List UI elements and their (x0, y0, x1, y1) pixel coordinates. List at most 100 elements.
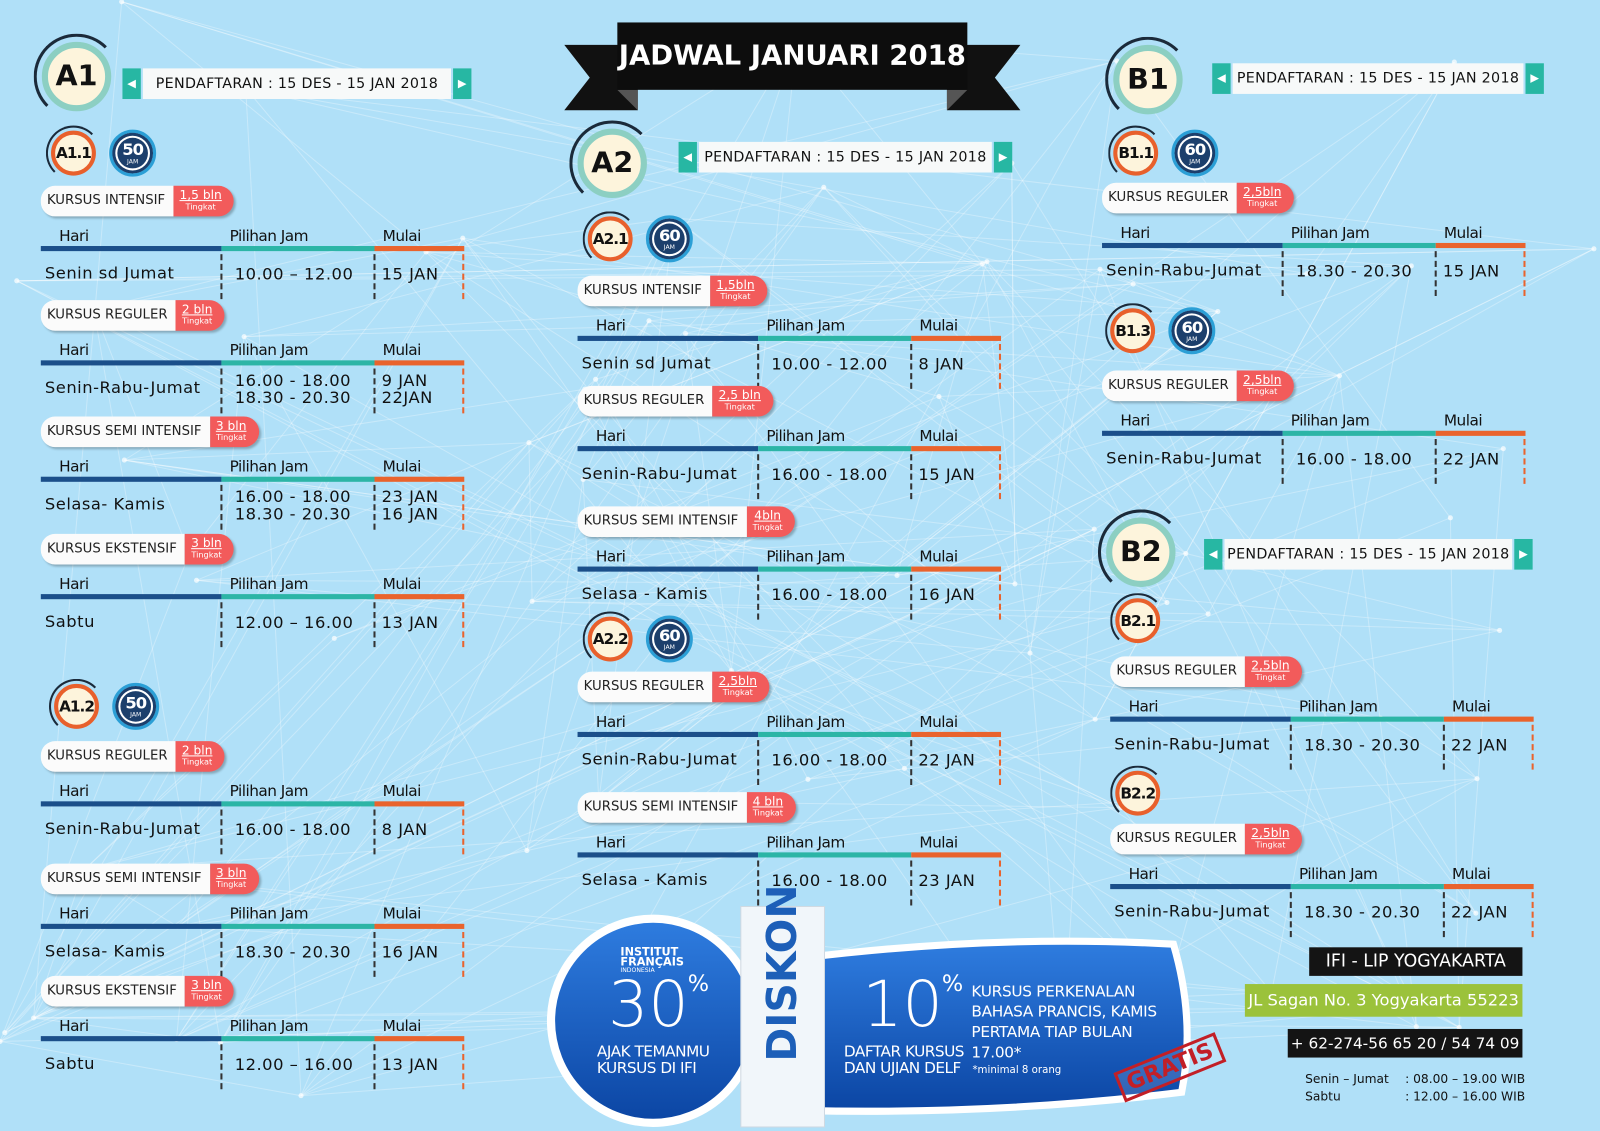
column-bar (577, 852, 759, 858)
start: 22JAN (381, 387, 433, 408)
column-header: Mulai (382, 226, 422, 245)
course-duration: 2 bln (181, 302, 213, 317)
course-name: KURSUS REGULER (1110, 656, 1246, 687)
column-bar (1443, 884, 1534, 890)
hours-unit: JAM (130, 711, 142, 719)
net-line (177, 320, 650, 927)
course-label: KURSUS REGULER 2,5bln Tingkat (1110, 823, 1302, 855)
day: Senin-Rabu-Jumat (581, 749, 738, 769)
column-bar (1110, 716, 1291, 722)
course-duration-tab: 2 bln Tingkat (175, 300, 225, 331)
net-line (1011, 163, 1016, 584)
course-duration: 1,5bln (716, 277, 755, 292)
start: 8 JAN (381, 819, 428, 840)
day: Senin sd Jumat (581, 353, 712, 373)
day: Selasa - Kamis (581, 583, 708, 604)
net-line (1014, 583, 1500, 631)
start: 22 JAN (1451, 902, 1508, 922)
net-dot (580, 476, 586, 483)
course-duration-tab: 2 bln Tingkat (175, 741, 225, 772)
separator (373, 809, 376, 855)
sublevel-badge: A2.1 (587, 216, 633, 262)
net-line (245, 87, 1218, 313)
day: Senin-Rabu-Jumat (581, 463, 738, 483)
start: 22 JAN (1451, 734, 1508, 755)
day: Senin-Rabu-Jumat (1106, 260, 1262, 280)
net-line (896, 261, 988, 576)
column-bar (374, 246, 465, 252)
course-level: Tingkat (185, 202, 216, 212)
net-line (300, 718, 1096, 1097)
banner-arrow: ◀ (1204, 538, 1223, 570)
net-line (33, 1010, 599, 1019)
title: JADWAL JANUARI 2018 (618, 39, 966, 72)
net-dot (593, 376, 599, 382)
separator (373, 484, 376, 530)
separator (998, 574, 1002, 620)
column-bar (1443, 716, 1534, 722)
discount-value: 30 (608, 966, 689, 1042)
course-duration-tab: 3 bln Tingkat (209, 863, 259, 895)
net-line (896, 448, 1504, 576)
net-dot (31, 1015, 37, 1021)
net-line (531, 265, 1412, 602)
net-dot (460, 235, 466, 241)
net-line (1185, 553, 1416, 1008)
column-bar (221, 1036, 375, 1042)
net-dot (1205, 611, 1211, 617)
net-dot (936, 393, 942, 400)
start: 22 JAN (1442, 449, 1500, 469)
separator (220, 368, 223, 414)
net-line (244, 283, 1134, 338)
logo: FRANÇAIS (620, 955, 684, 969)
net-line (526, 311, 1219, 852)
sublevel-arc (48, 678, 105, 734)
net-line (220, 186, 825, 1043)
net-line (0, 283, 1134, 1042)
separator (220, 254, 223, 300)
net-dot (331, 635, 337, 641)
column-header: Hari (1120, 411, 1150, 430)
net-line (4, 442, 530, 1033)
day: Senin-Rabu-Jumat (1114, 901, 1270, 921)
separator (998, 860, 1002, 906)
net-line (16, 248, 1594, 282)
net-line (243, 336, 1460, 1028)
hours: 60 (659, 625, 681, 646)
net-line (674, 217, 1412, 267)
net-dot (1497, 627, 1503, 633)
separator (1289, 724, 1292, 770)
course-level: Tingkat (1247, 386, 1278, 397)
net-line (648, 283, 1134, 322)
column-bar (758, 731, 912, 738)
net-dot (1027, 650, 1033, 656)
course-name: KURSUS REGULER (1102, 182, 1237, 214)
column-header: Mulai (382, 457, 422, 476)
net-dot (1474, 776, 1480, 782)
course-duration-tab: 1,5bln Tingkat (710, 275, 767, 307)
net-dot (1336, 373, 1343, 379)
day: Selasa - Kamis (581, 869, 708, 890)
net-line (896, 311, 1219, 576)
net-line (1029, 269, 1101, 654)
course-label: KURSUS SEMI INTENSIF 3 bln Tingkat (40, 416, 259, 448)
net-dot (1447, 515, 1453, 521)
separator (373, 602, 376, 648)
net-line (0, 1040, 302, 1097)
course-name: KURSUS REGULER (1110, 823, 1246, 855)
course-name: KURSUS REGULER (577, 385, 713, 417)
discount-text: DAN UJIAN DELF (843, 1058, 961, 1077)
net-line (121, 1, 427, 253)
net-line (462, 237, 905, 769)
course-label: KURSUS SEMI INTENSIF 3 bln Tingkat (40, 863, 259, 895)
column-bar (758, 852, 912, 858)
banner-arrow: ◀ (122, 68, 141, 100)
column-header: Mulai (919, 712, 958, 731)
hours-day: Sabtu (1305, 1089, 1341, 1104)
separator (1281, 438, 1284, 484)
column-bar (221, 476, 375, 482)
start: 9 JAN (381, 370, 428, 390)
time: 10.00 - 12.00 (771, 354, 888, 374)
banner-arrow: ▶ (993, 141, 1013, 173)
